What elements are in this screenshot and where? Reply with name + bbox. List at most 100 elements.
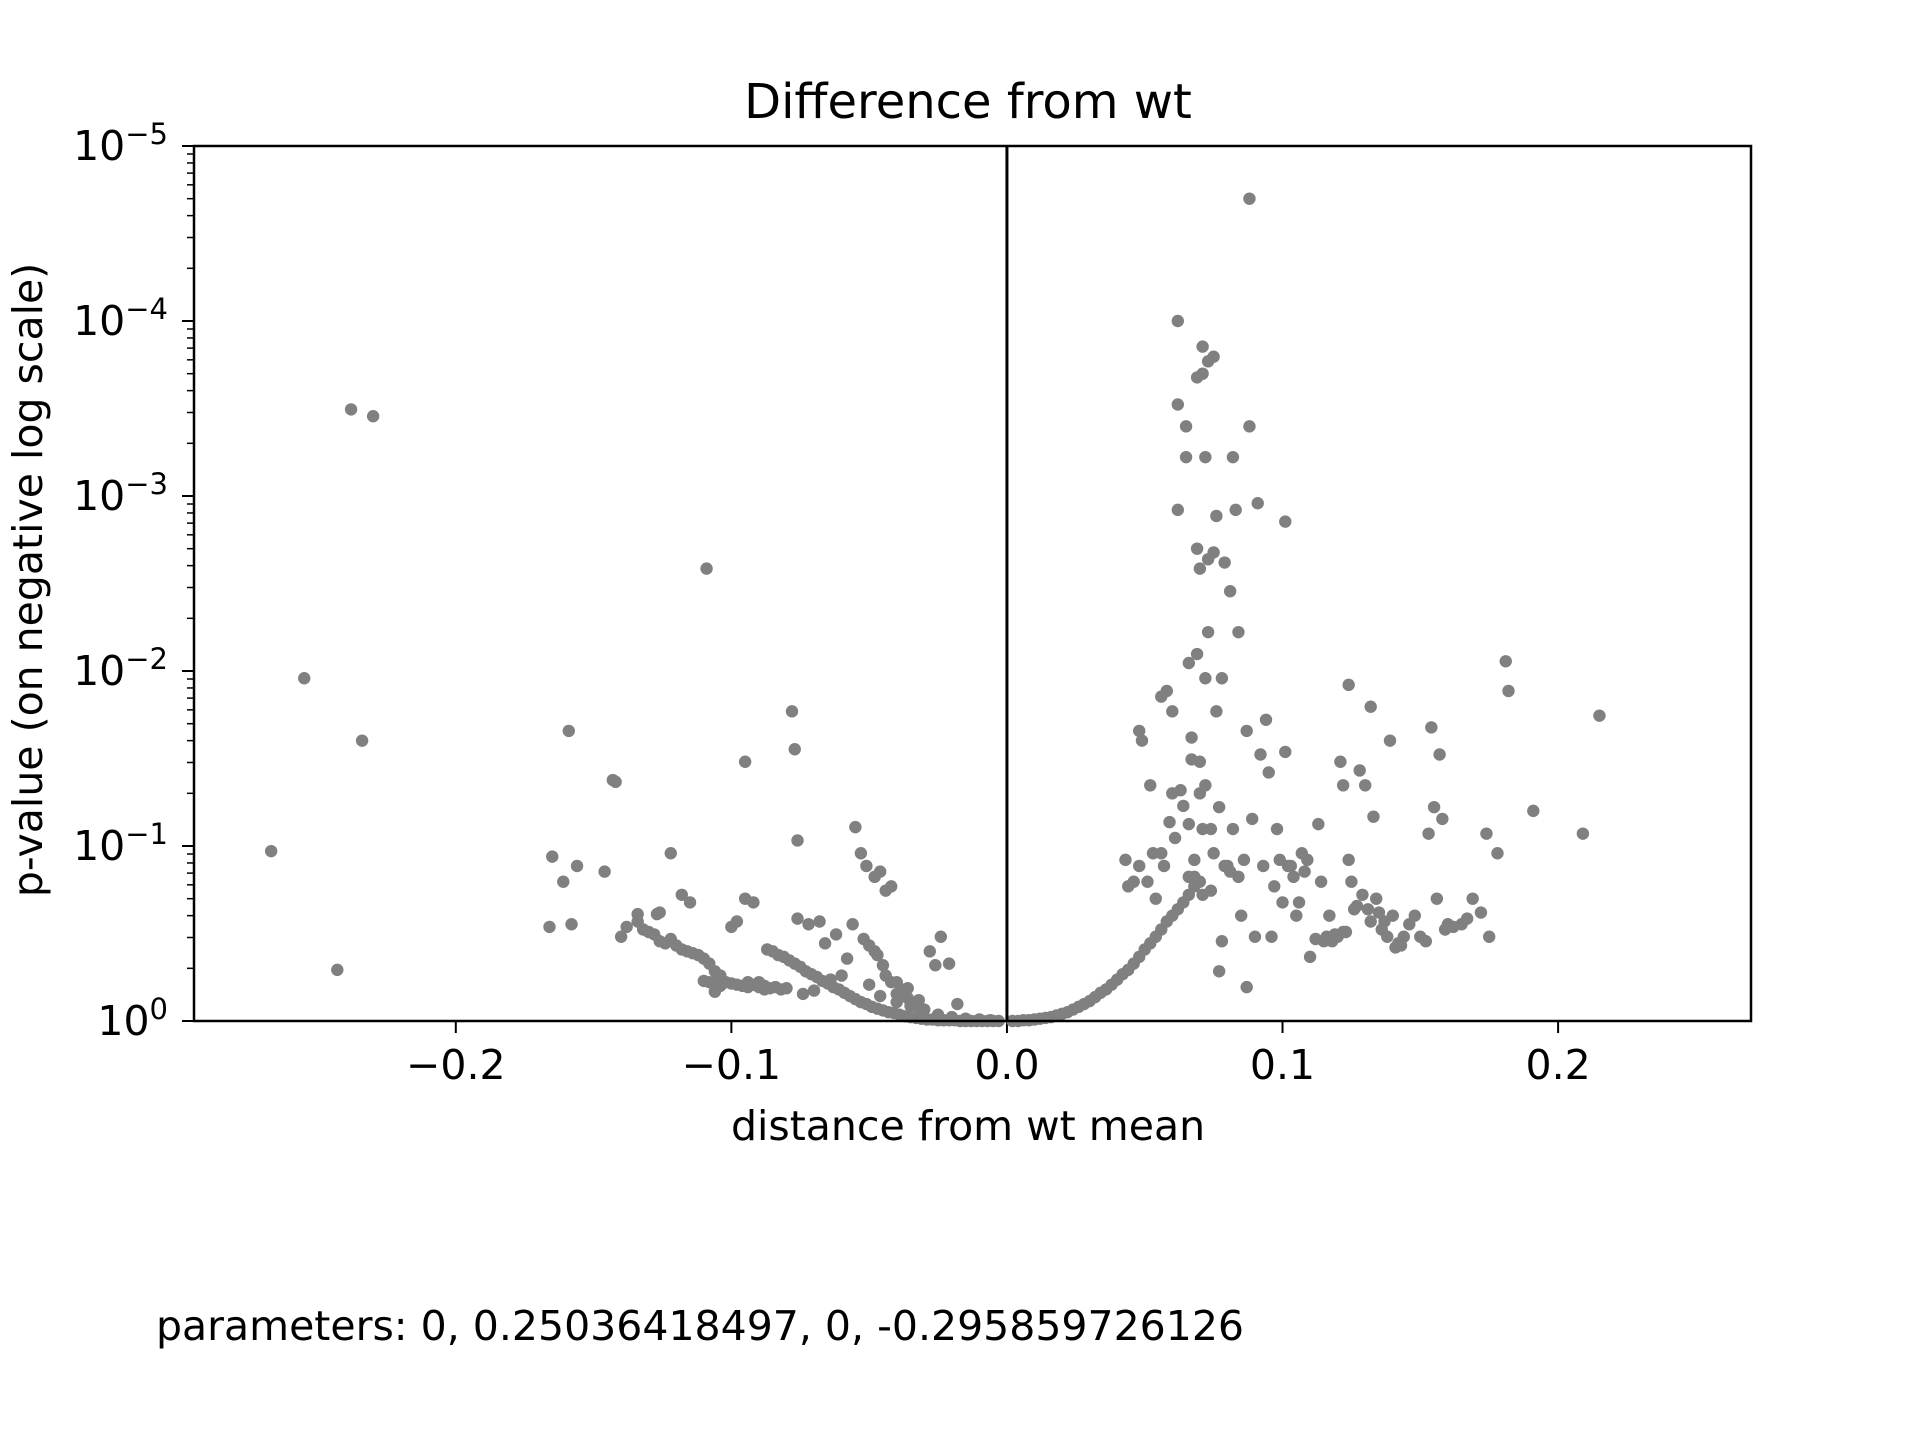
data-point xyxy=(942,957,956,970)
data-point xyxy=(1199,672,1212,685)
data-point xyxy=(1265,930,1278,943)
data-point xyxy=(791,834,804,847)
data-point xyxy=(846,918,859,931)
data-point xyxy=(1232,870,1245,884)
data-point xyxy=(1212,800,1226,814)
data-point xyxy=(802,918,815,931)
data-point xyxy=(818,937,832,950)
y-tick-label: 10−3 xyxy=(73,467,168,520)
data-point xyxy=(1287,870,1300,884)
data-point xyxy=(1342,678,1355,692)
data-point xyxy=(873,989,887,1003)
data-point xyxy=(1171,398,1185,411)
data-point xyxy=(1370,892,1383,905)
data-point xyxy=(1182,656,1196,670)
data-points xyxy=(264,192,1606,1028)
data-point xyxy=(598,865,611,878)
data-point xyxy=(1135,734,1149,747)
data-point xyxy=(1185,731,1198,744)
data-point xyxy=(923,945,936,958)
data-point xyxy=(1270,822,1284,836)
data-point xyxy=(1212,965,1226,978)
data-point xyxy=(1386,909,1399,922)
data-point xyxy=(1127,875,1140,888)
data-point xyxy=(1314,875,1328,888)
data-point xyxy=(366,410,380,423)
x-tick-label: 0.0 xyxy=(974,1041,1039,1089)
data-point xyxy=(1204,822,1218,836)
data-point xyxy=(1199,450,1212,464)
data-point xyxy=(1133,859,1146,873)
data-point xyxy=(631,907,644,921)
data-point xyxy=(331,963,344,977)
plot-area-frame xyxy=(192,144,1753,1023)
data-point xyxy=(788,743,801,756)
y-axis-label: p-value (on negative log scale) xyxy=(4,263,52,897)
data-point xyxy=(1284,859,1297,873)
data-point xyxy=(741,980,755,994)
x-tick-label: 0.2 xyxy=(1525,1041,1590,1089)
data-point xyxy=(1279,515,1292,528)
data-point xyxy=(1358,779,1372,792)
data-point xyxy=(785,705,799,718)
y-tick-label: 10−5 xyxy=(73,117,168,170)
data-point xyxy=(355,734,369,747)
x-axis-ticks: −0.2 −0.1 0.0 0.1 0.2 xyxy=(406,1021,1591,1089)
data-point xyxy=(1166,705,1179,718)
data-point xyxy=(1466,892,1479,905)
data-point xyxy=(1133,724,1146,738)
data-point xyxy=(1193,755,1207,768)
data-point xyxy=(1196,367,1209,380)
data-point xyxy=(1207,546,1220,559)
data-point xyxy=(1226,822,1240,836)
data-point xyxy=(747,896,760,909)
data-point xyxy=(931,1008,945,1021)
data-point xyxy=(1474,906,1488,919)
data-point xyxy=(824,973,837,986)
data-point xyxy=(1290,909,1303,922)
data-point xyxy=(1383,734,1397,747)
data-point xyxy=(700,562,713,575)
data-point xyxy=(1433,748,1446,761)
data-point xyxy=(1141,875,1154,888)
data-point xyxy=(1527,804,1540,818)
x-axis-label: distance from wt mean xyxy=(731,1102,1205,1150)
data-point xyxy=(1196,340,1209,353)
data-point xyxy=(1190,542,1204,555)
data-point xyxy=(708,985,722,998)
data-point xyxy=(614,930,628,943)
data-point xyxy=(1356,888,1369,901)
data-point xyxy=(1262,766,1275,779)
data-point xyxy=(1171,314,1185,328)
data-point xyxy=(1243,420,1256,433)
data-point xyxy=(1232,625,1245,639)
data-point xyxy=(344,403,358,416)
data-point xyxy=(885,880,898,893)
data-point xyxy=(1188,853,1201,867)
data-point xyxy=(860,859,873,873)
data-point xyxy=(1336,779,1350,792)
data-point xyxy=(1334,755,1347,768)
data-point xyxy=(1353,764,1366,777)
data-point xyxy=(840,952,854,965)
data-point xyxy=(951,997,964,1011)
data-point xyxy=(1480,827,1493,840)
data-point xyxy=(1350,899,1364,913)
chart-title: Difference from wt xyxy=(744,74,1192,130)
data-point xyxy=(1279,745,1292,759)
data-point xyxy=(835,969,848,982)
data-point xyxy=(1199,779,1212,792)
data-point xyxy=(1193,562,1207,575)
y-tick-label: 10−4 xyxy=(73,292,168,345)
data-point xyxy=(738,755,752,768)
data-point xyxy=(1460,912,1474,925)
data-point xyxy=(1499,655,1512,668)
data-point xyxy=(1168,831,1182,845)
data-point xyxy=(1207,847,1220,860)
data-point xyxy=(1576,827,1590,840)
data-point xyxy=(758,983,771,996)
data-point xyxy=(862,939,876,952)
x-tick-label: −0.2 xyxy=(406,1041,506,1089)
data-point xyxy=(557,875,570,888)
data-point xyxy=(934,930,948,943)
